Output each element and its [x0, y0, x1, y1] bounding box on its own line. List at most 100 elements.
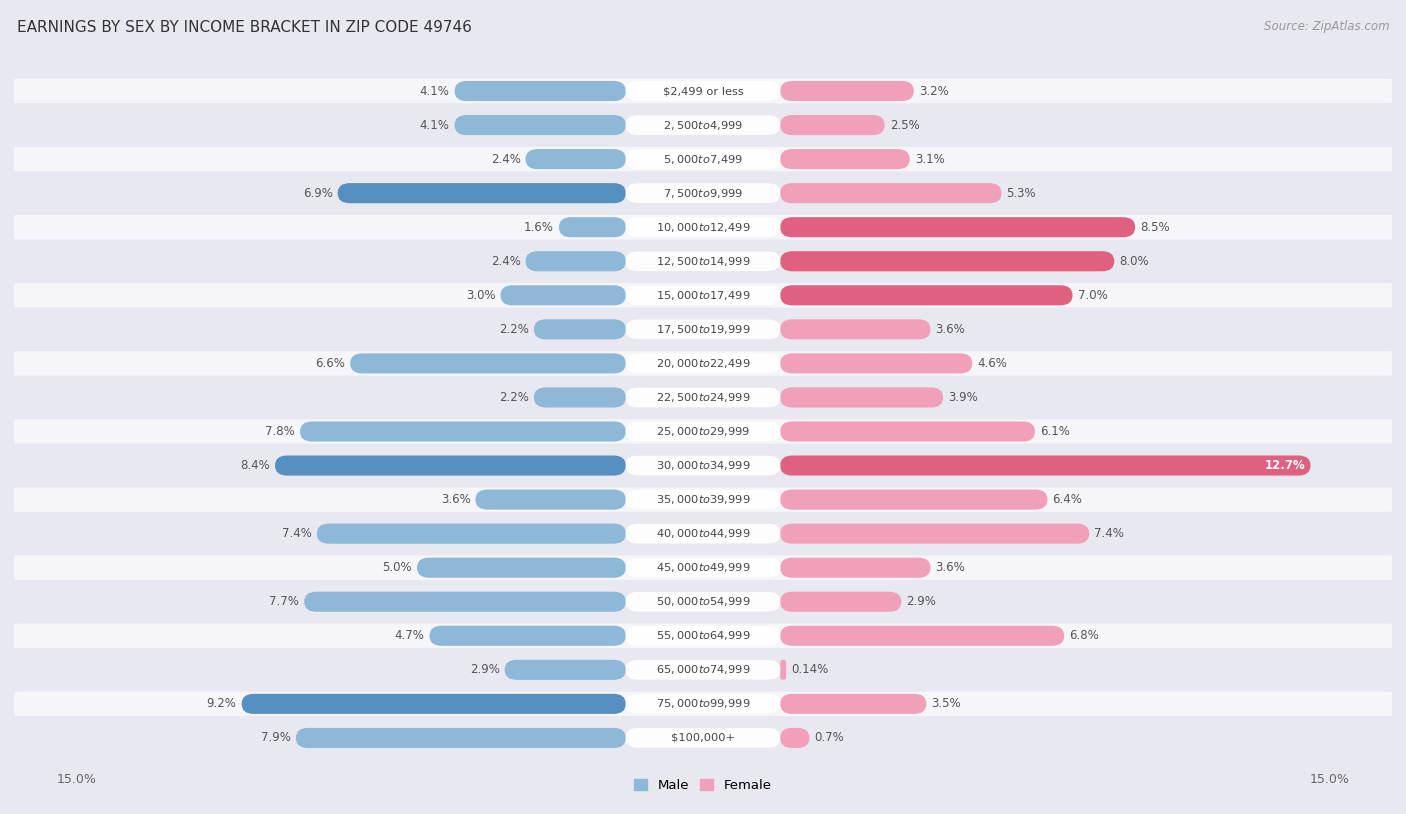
Text: 2.4%: 2.4% — [491, 152, 520, 165]
Text: $2,499 or less: $2,499 or less — [662, 86, 744, 96]
FancyBboxPatch shape — [626, 183, 780, 203]
Text: 7.7%: 7.7% — [270, 595, 299, 608]
FancyBboxPatch shape — [780, 149, 910, 169]
FancyBboxPatch shape — [4, 488, 1402, 512]
Text: 7.4%: 7.4% — [281, 527, 312, 540]
FancyBboxPatch shape — [350, 353, 626, 374]
FancyBboxPatch shape — [4, 725, 1402, 751]
FancyBboxPatch shape — [4, 215, 1402, 239]
Text: 7.9%: 7.9% — [262, 732, 291, 745]
Text: $35,000 to $39,999: $35,000 to $39,999 — [655, 493, 751, 506]
Text: $40,000 to $44,999: $40,000 to $44,999 — [655, 527, 751, 540]
Text: 6.6%: 6.6% — [315, 357, 344, 370]
FancyBboxPatch shape — [780, 456, 1310, 475]
FancyBboxPatch shape — [626, 149, 780, 169]
Text: 5.3%: 5.3% — [1007, 186, 1036, 199]
FancyBboxPatch shape — [780, 660, 786, 680]
Text: 4.1%: 4.1% — [419, 85, 450, 98]
Text: 4.7%: 4.7% — [395, 629, 425, 642]
Text: 2.5%: 2.5% — [890, 119, 920, 132]
Text: 2.2%: 2.2% — [499, 323, 529, 336]
Text: $55,000 to $64,999: $55,000 to $64,999 — [655, 629, 751, 642]
Text: $20,000 to $22,499: $20,000 to $22,499 — [655, 357, 751, 370]
Text: 2.2%: 2.2% — [499, 391, 529, 404]
Text: 8.0%: 8.0% — [1119, 255, 1149, 268]
Text: 4.6%: 4.6% — [977, 357, 1007, 370]
Text: 3.6%: 3.6% — [440, 493, 471, 506]
Text: 3.1%: 3.1% — [915, 152, 945, 165]
FancyBboxPatch shape — [505, 660, 626, 680]
FancyBboxPatch shape — [780, 115, 884, 135]
Text: 5.0%: 5.0% — [382, 561, 412, 574]
Text: $65,000 to $74,999: $65,000 to $74,999 — [655, 663, 751, 676]
Text: $50,000 to $54,999: $50,000 to $54,999 — [655, 595, 751, 608]
Text: $30,000 to $34,999: $30,000 to $34,999 — [655, 459, 751, 472]
Text: 6.9%: 6.9% — [302, 186, 333, 199]
FancyBboxPatch shape — [780, 285, 1073, 305]
FancyBboxPatch shape — [626, 81, 780, 101]
FancyBboxPatch shape — [4, 692, 1402, 716]
Text: 7.0%: 7.0% — [1077, 289, 1108, 302]
FancyBboxPatch shape — [626, 592, 780, 611]
FancyBboxPatch shape — [4, 181, 1402, 205]
FancyBboxPatch shape — [780, 592, 901, 612]
FancyBboxPatch shape — [626, 490, 780, 510]
FancyBboxPatch shape — [454, 115, 626, 135]
Text: 2.4%: 2.4% — [491, 255, 520, 268]
FancyBboxPatch shape — [4, 589, 1402, 614]
Text: $15,000 to $17,499: $15,000 to $17,499 — [655, 289, 751, 302]
Text: 0.7%: 0.7% — [814, 732, 844, 745]
FancyBboxPatch shape — [4, 317, 1402, 342]
Text: 12.7%: 12.7% — [1265, 459, 1306, 472]
FancyBboxPatch shape — [780, 422, 1035, 441]
FancyBboxPatch shape — [780, 81, 914, 101]
FancyBboxPatch shape — [626, 387, 780, 407]
Text: 6.1%: 6.1% — [1040, 425, 1070, 438]
Text: Source: ZipAtlas.com: Source: ZipAtlas.com — [1264, 20, 1389, 33]
Text: 2.9%: 2.9% — [470, 663, 499, 676]
Text: EARNINGS BY SEX BY INCOME BRACKET IN ZIP CODE 49746: EARNINGS BY SEX BY INCOME BRACKET IN ZIP… — [17, 20, 472, 35]
Legend: Male, Female: Male, Female — [628, 774, 778, 798]
Text: $45,000 to $49,999: $45,000 to $49,999 — [655, 561, 751, 574]
FancyBboxPatch shape — [626, 422, 780, 441]
FancyBboxPatch shape — [780, 626, 1064, 646]
Text: 3.6%: 3.6% — [935, 323, 966, 336]
FancyBboxPatch shape — [626, 558, 780, 577]
Text: 2.9%: 2.9% — [907, 595, 936, 608]
FancyBboxPatch shape — [526, 252, 626, 271]
Text: 3.2%: 3.2% — [920, 85, 949, 98]
FancyBboxPatch shape — [242, 694, 626, 714]
FancyBboxPatch shape — [418, 558, 626, 578]
FancyBboxPatch shape — [295, 728, 626, 748]
FancyBboxPatch shape — [4, 249, 1402, 274]
FancyBboxPatch shape — [626, 286, 780, 305]
Text: 7.4%: 7.4% — [1094, 527, 1125, 540]
FancyBboxPatch shape — [626, 524, 780, 544]
FancyBboxPatch shape — [4, 79, 1402, 103]
FancyBboxPatch shape — [534, 319, 626, 339]
FancyBboxPatch shape — [780, 252, 1115, 271]
Text: 1.6%: 1.6% — [524, 221, 554, 234]
FancyBboxPatch shape — [626, 456, 780, 475]
FancyBboxPatch shape — [4, 522, 1402, 546]
FancyBboxPatch shape — [626, 694, 780, 714]
Text: $2,500 to $4,999: $2,500 to $4,999 — [664, 119, 742, 132]
FancyBboxPatch shape — [4, 624, 1402, 648]
FancyBboxPatch shape — [780, 183, 1001, 204]
FancyBboxPatch shape — [316, 523, 626, 544]
Text: 6.4%: 6.4% — [1053, 493, 1083, 506]
FancyBboxPatch shape — [626, 728, 780, 748]
FancyBboxPatch shape — [526, 149, 626, 169]
FancyBboxPatch shape — [626, 353, 780, 373]
FancyBboxPatch shape — [626, 252, 780, 271]
FancyBboxPatch shape — [4, 453, 1402, 478]
FancyBboxPatch shape — [4, 658, 1402, 682]
FancyBboxPatch shape — [337, 183, 626, 204]
FancyBboxPatch shape — [780, 387, 943, 408]
Text: 6.8%: 6.8% — [1069, 629, 1099, 642]
Text: $17,500 to $19,999: $17,500 to $19,999 — [655, 323, 751, 336]
Text: 8.5%: 8.5% — [1140, 221, 1170, 234]
FancyBboxPatch shape — [4, 351, 1402, 375]
Text: $7,500 to $9,999: $7,500 to $9,999 — [664, 186, 742, 199]
Text: 3.6%: 3.6% — [935, 561, 966, 574]
